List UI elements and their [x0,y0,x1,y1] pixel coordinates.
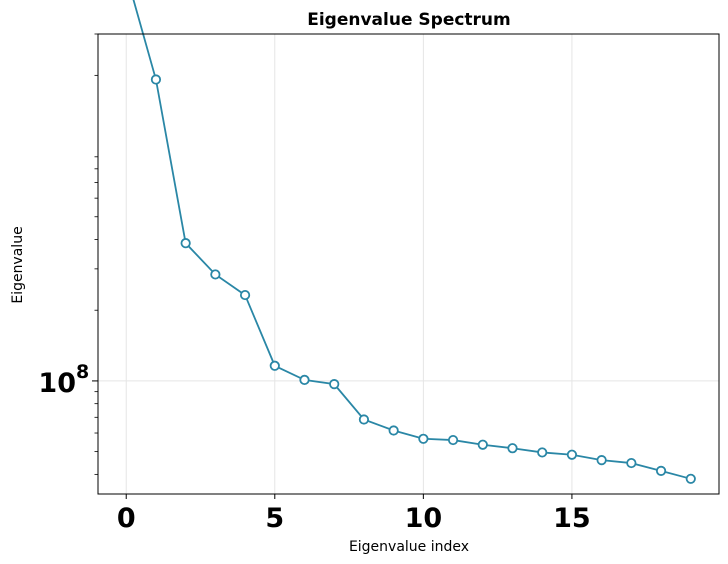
plot-frame [97,33,720,495]
markers-layer [150,74,696,484]
data-point [358,414,370,425]
data-point [269,360,280,371]
data-point [447,434,459,446]
data-point [239,289,251,301]
data-point [596,455,607,466]
data-point [477,439,488,450]
data-point [537,447,548,458]
grid-layer [98,34,719,494]
x-tick-label: 10 [405,503,443,534]
y-tick-label-exponent: 8 [76,361,89,383]
x-tick-label: 0 [117,503,136,534]
data-point [299,374,310,386]
data-point [388,425,399,436]
data-point [566,449,578,460]
data-point [150,74,162,85]
y-tick-label: 10 [38,368,76,399]
data-point [329,379,340,390]
data-point [655,465,667,476]
data-point [685,473,696,484]
plot-area [97,0,720,495]
x-axis-ticks: 0 5 10 15 [117,494,591,534]
y-axis-ticks: 10 8 [38,33,98,475]
data-point [507,443,518,454]
data-point [626,457,637,469]
data-point [418,433,429,444]
x-tick-label: 15 [553,503,591,534]
data-point [180,238,191,249]
data-point [210,269,221,280]
x-tick-label: 5 [265,503,284,534]
y-axis-label: Eigenvalue [10,226,26,303]
series-line [132,0,692,480]
x-axis-label: Eigenvalue index [349,539,469,555]
chart-title: Eigenvalue Spectrum [307,10,511,30]
